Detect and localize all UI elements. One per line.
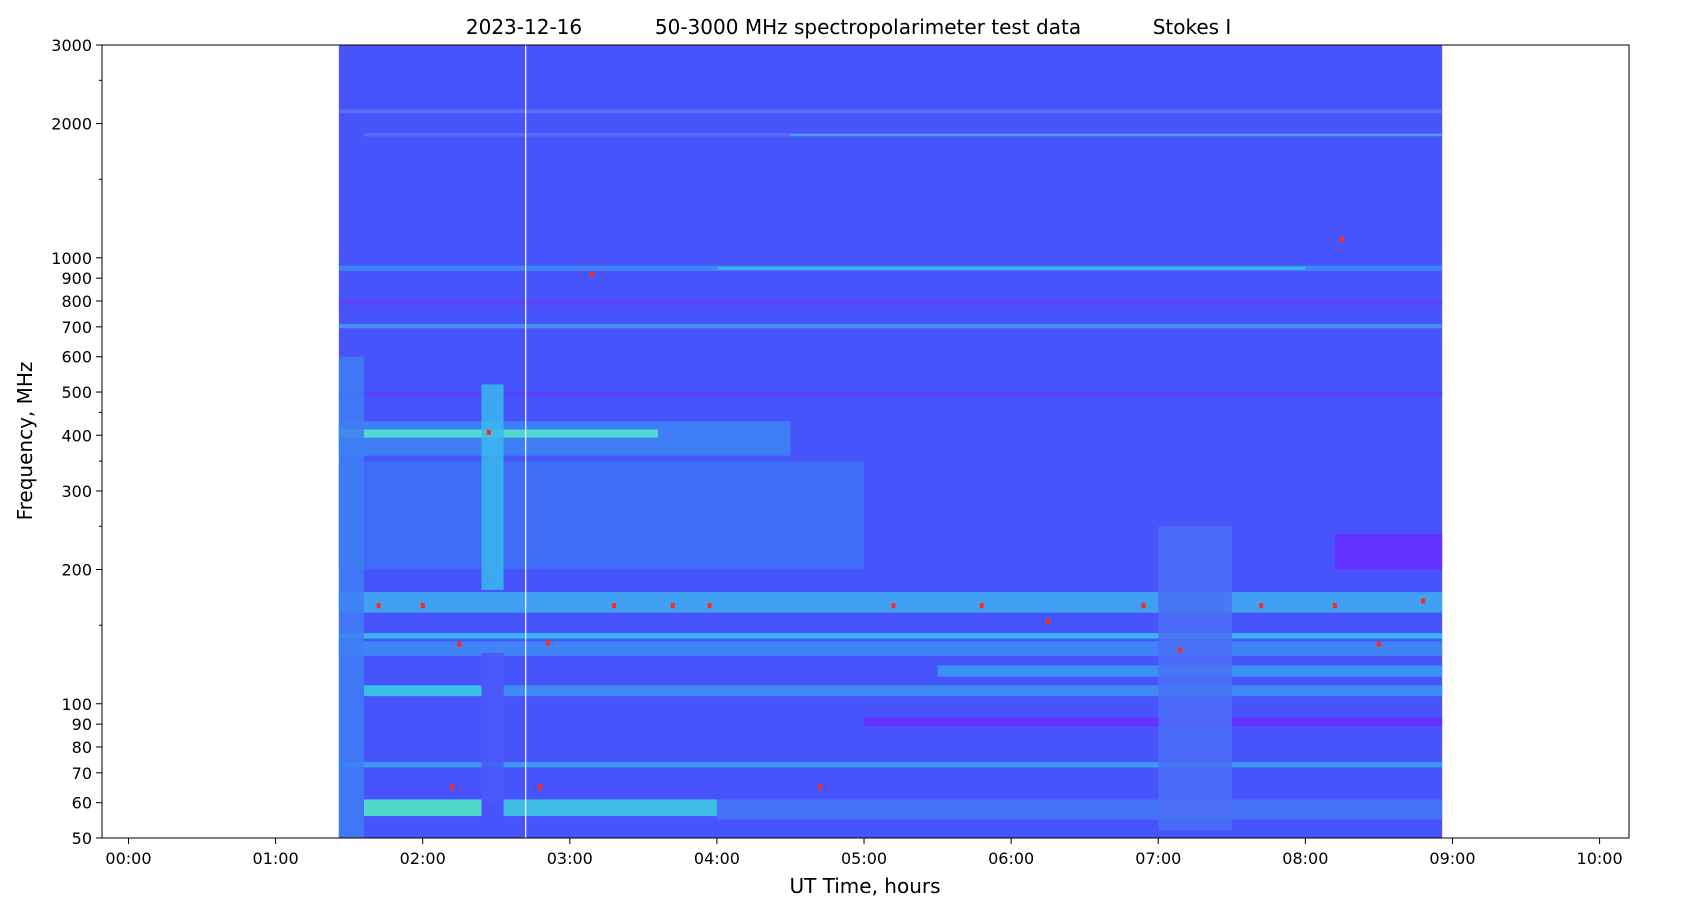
x-tick-label: 08:00 (1282, 849, 1328, 868)
burst-spot (538, 784, 543, 790)
title-stokes: Stokes I (1153, 15, 1232, 39)
spectral-band (481, 384, 504, 590)
spectral-band (338, 324, 1443, 329)
spectral-band (864, 717, 1443, 727)
y-tick-label: 50 (72, 829, 92, 848)
burst-spot (1340, 236, 1345, 242)
y-tick-label: 500 (61, 383, 92, 402)
spectral-band (338, 109, 1443, 114)
y-tick-label: 800 (61, 292, 92, 311)
burst-spot (420, 603, 425, 609)
spectral-band (1334, 534, 1443, 570)
burst-spot (1045, 618, 1050, 624)
y-tick-label: 900 (61, 269, 92, 288)
y-tick-label: 3000 (51, 36, 92, 55)
x-tick-label: 00:00 (105, 849, 151, 868)
spectral-band (1158, 526, 1232, 831)
y-tick-label: 1000 (51, 249, 92, 268)
x-axis-label: UT Time, hours (789, 874, 940, 898)
title-main: 50-3000 MHz spectropolarimeter test data (655, 15, 1081, 39)
x-tick-label: 07:00 (1135, 849, 1181, 868)
y-tick-label: 700 (61, 318, 92, 337)
y-tick-label: 400 (61, 426, 92, 445)
burst-spot (1178, 647, 1183, 653)
burst-spot (670, 603, 675, 609)
burst-spot (486, 429, 491, 435)
burst-spot (1259, 603, 1264, 609)
burst-spot (1332, 603, 1337, 609)
y-tick-label: 300 (61, 482, 92, 501)
y-tick-label: 60 (72, 794, 92, 813)
spectral-band (363, 799, 482, 817)
title-date: 2023-12-16 (466, 15, 582, 39)
spectral-band (716, 799, 1443, 820)
spectral-band (338, 421, 791, 456)
burst-spot (979, 603, 984, 609)
burst-spot (611, 603, 616, 609)
spectral-band (338, 592, 1443, 613)
y-axis-label: Frequency, MHz (13, 362, 37, 521)
x-tick-label: 03:00 (547, 849, 593, 868)
burst-spot (376, 603, 381, 609)
burst-spot (545, 640, 550, 646)
y-tick-label: 70 (72, 764, 92, 783)
burst-spot (1141, 603, 1146, 609)
spectral-band (338, 301, 1443, 305)
spectral-band (503, 799, 717, 817)
y-tick-label: 80 (72, 738, 92, 757)
burst-spot (1376, 641, 1381, 647)
x-tick-label: 02:00 (400, 849, 446, 868)
x-tick-label: 01:00 (253, 849, 299, 868)
burst-spot (450, 784, 455, 790)
x-tick-label: 05:00 (841, 849, 887, 868)
x-tick-label: 04:00 (694, 849, 740, 868)
burst-spot (457, 641, 462, 647)
y-tick-label: 600 (61, 348, 92, 367)
spectral-band (338, 461, 865, 570)
spectral-band (338, 633, 1443, 639)
burst-spot (589, 271, 594, 277)
spectral-band (363, 685, 482, 697)
spectral-band (338, 762, 1443, 768)
spectral-band (481, 652, 504, 803)
y-tick-label: 100 (61, 695, 92, 714)
spectral-band (503, 685, 1443, 697)
burst-spot (891, 603, 896, 609)
x-tick-label: 10:00 (1577, 849, 1623, 868)
spectral-band (716, 266, 1306, 270)
x-tick-label: 06:00 (988, 849, 1034, 868)
spectral-band (790, 133, 1443, 137)
y-tick-label: 2000 (51, 115, 92, 134)
y-tick-label: 200 (61, 561, 92, 580)
y-tick-label: 90 (72, 715, 92, 734)
burst-spot (817, 784, 822, 790)
burst-spot (1421, 598, 1426, 604)
burst-spot (707, 603, 712, 609)
spectral-band (338, 641, 1443, 656)
x-tick-label: 09:00 (1429, 849, 1475, 868)
plot-frame (101, 44, 1630, 839)
spectral-band (338, 356, 364, 838)
spectral-band (338, 392, 1443, 396)
